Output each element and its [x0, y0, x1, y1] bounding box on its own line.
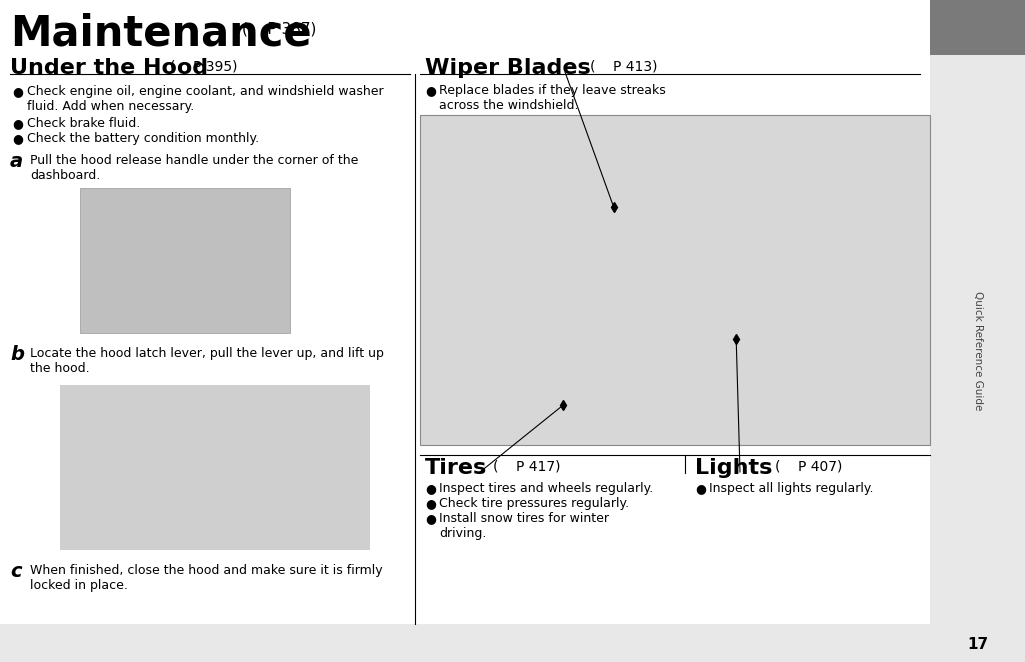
- Bar: [930, 0, 1025, 662]
- Text: ●: ●: [425, 512, 436, 525]
- Text: (    P 407): ( P 407): [775, 460, 843, 474]
- Text: Maintenance: Maintenance: [10, 12, 312, 54]
- Text: ●: ●: [695, 482, 706, 495]
- Text: a: a: [10, 152, 24, 171]
- Bar: [60, 385, 370, 550]
- Text: ●: ●: [425, 84, 436, 97]
- Text: across the windshield.: across the windshield.: [439, 99, 578, 112]
- Bar: [420, 115, 930, 445]
- Text: Inspect all lights regularly.: Inspect all lights regularly.: [709, 482, 873, 495]
- Text: dashboard.: dashboard.: [30, 169, 100, 182]
- Text: Install snow tires for winter: Install snow tires for winter: [439, 512, 609, 525]
- Text: (    P 417): ( P 417): [493, 460, 561, 474]
- Text: the hood.: the hood.: [30, 362, 89, 375]
- Text: ●: ●: [12, 117, 23, 130]
- Text: Pull the hood release handle under the corner of the: Pull the hood release handle under the c…: [30, 154, 359, 167]
- Text: Check tire pressures regularly.: Check tire pressures regularly.: [439, 497, 629, 510]
- Text: ●: ●: [425, 497, 436, 510]
- Text: fluid. Add when necessary.: fluid. Add when necessary.: [27, 100, 195, 113]
- Text: Under the Hood: Under the Hood: [10, 58, 208, 78]
- Bar: [930, 0, 1025, 55]
- Text: When finished, close the hood and make sure it is firmly: When finished, close the hood and make s…: [30, 564, 382, 577]
- Text: b: b: [10, 345, 24, 364]
- Text: Tires: Tires: [425, 458, 487, 478]
- Text: ●: ●: [425, 482, 436, 495]
- Text: ●: ●: [12, 85, 23, 98]
- Text: Wiper Blades: Wiper Blades: [425, 58, 590, 78]
- Text: Lights: Lights: [695, 458, 773, 478]
- Text: 17: 17: [967, 637, 988, 652]
- Text: driving.: driving.: [439, 527, 487, 540]
- Text: Check engine oil, engine coolant, and windshield washer: Check engine oil, engine coolant, and wi…: [27, 85, 383, 98]
- Text: Check brake fluid.: Check brake fluid.: [27, 117, 140, 130]
- Text: locked in place.: locked in place.: [30, 579, 128, 592]
- Text: Replace blades if they leave streaks: Replace blades if they leave streaks: [439, 84, 666, 97]
- Bar: [0, 624, 930, 662]
- Text: Quick Reference Guide: Quick Reference Guide: [973, 291, 983, 410]
- Text: c: c: [10, 562, 22, 581]
- Text: Check the battery condition monthly.: Check the battery condition monthly.: [27, 132, 259, 145]
- Text: (    P 387): ( P 387): [242, 22, 317, 37]
- Bar: [80, 188, 290, 333]
- Text: (    P 395): ( P 395): [170, 60, 238, 74]
- Text: ●: ●: [12, 132, 23, 145]
- Text: Locate the hood latch lever, pull the lever up, and lift up: Locate the hood latch lever, pull the le…: [30, 347, 384, 360]
- Text: (    P 413): ( P 413): [590, 60, 657, 74]
- Text: Inspect tires and wheels regularly.: Inspect tires and wheels regularly.: [439, 482, 653, 495]
